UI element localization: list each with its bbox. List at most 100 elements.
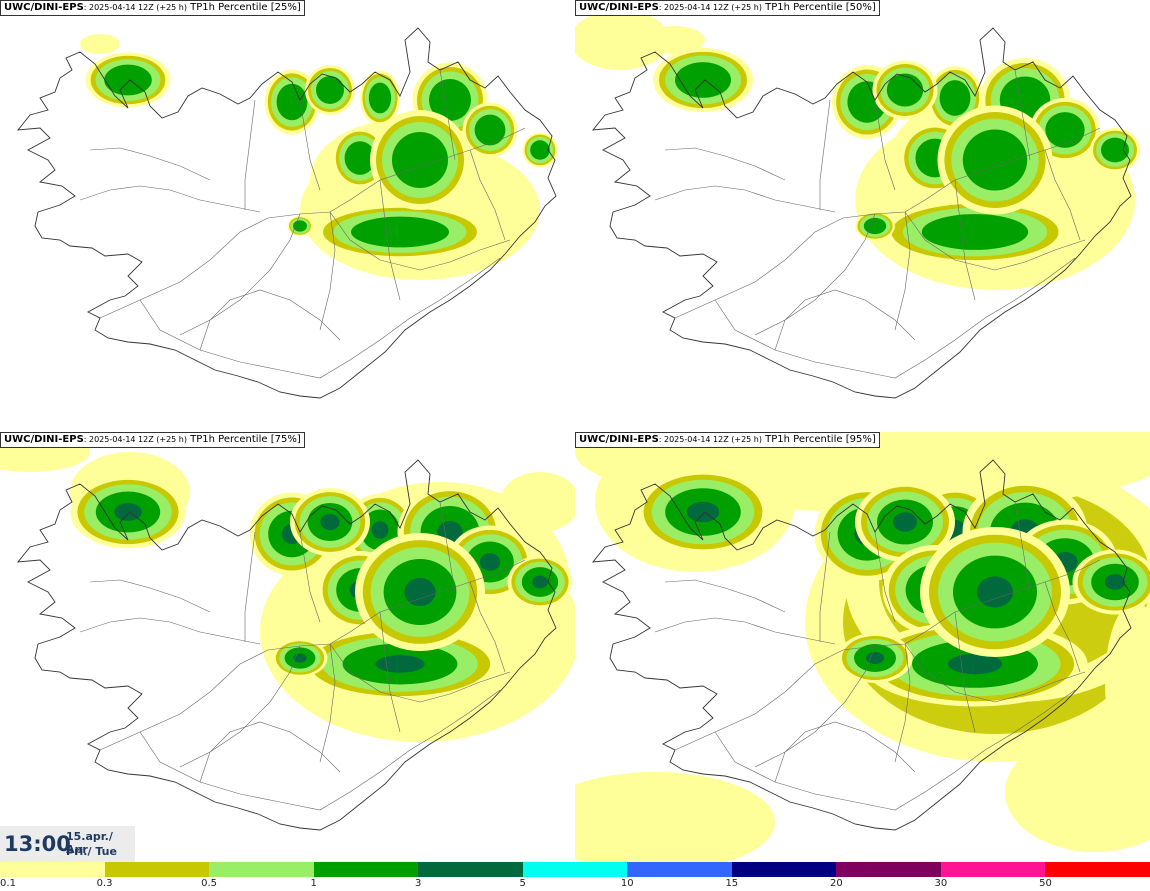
- precip-contour: [404, 577, 436, 607]
- precip-contour: [532, 575, 548, 589]
- precip-contour: [1101, 137, 1129, 163]
- precip-contour: [368, 82, 392, 114]
- road-line: [89, 579, 211, 613]
- precip-field: [80, 34, 558, 280]
- road-line: [894, 211, 911, 331]
- valid-weekday: Þri./ Tue: [66, 845, 117, 858]
- road-line: [244, 99, 256, 210]
- legend-tick: 0.3: [96, 878, 113, 889]
- precip-contour: [866, 652, 884, 664]
- road-line: [954, 179, 976, 301]
- legend-swatch: [1045, 862, 1150, 877]
- road-line: [819, 99, 831, 210]
- map-panel-75: UWC/DINI-EPS: 2025-04-14 12Z (+25 h) TP1…: [0, 432, 575, 864]
- road-line: [379, 179, 401, 301]
- precip-contour: [939, 80, 971, 116]
- precip-contour: [392, 132, 448, 188]
- road-line: [299, 531, 321, 623]
- road-line: [664, 579, 786, 613]
- road-line: [754, 645, 876, 768]
- precip-contour: [948, 653, 1002, 675]
- road-line: [874, 531, 896, 623]
- legend-swatch: [313, 862, 419, 877]
- road-line: [714, 257, 1076, 379]
- precip-contour: [316, 76, 344, 104]
- precip-contour: [675, 62, 731, 98]
- map-panel-25: UWC/DINI-EPS: 2025-04-14 12Z (+25 h) TP1…: [0, 0, 575, 432]
- precip-contour: [344, 141, 376, 175]
- precip-contour: [276, 83, 308, 121]
- road-line: [1044, 581, 1081, 673]
- legend-tick: 1: [310, 878, 317, 889]
- legend-swatch: [104, 862, 210, 877]
- road-line: [1014, 69, 1031, 161]
- precip-field: [575, 10, 1140, 290]
- precip-area: [575, 772, 775, 864]
- legend-tick: 3: [414, 878, 422, 889]
- road-line: [99, 631, 351, 751]
- precip-contour: [479, 553, 501, 571]
- road-line: [79, 185, 261, 213]
- precip-contour: [320, 513, 340, 531]
- panel-title: UWC/DINI-EPS: 2025-04-14 12Z (+25 h) TP1…: [0, 0, 305, 16]
- road-line: [674, 199, 926, 319]
- road-line: [244, 531, 256, 642]
- road-line: [774, 721, 916, 783]
- road-line: [139, 257, 501, 379]
- road-line: [904, 643, 1086, 703]
- legend-tick: 0.1: [0, 878, 16, 889]
- road-line: [904, 211, 1086, 271]
- road-line: [469, 581, 506, 673]
- map-25: [16, 27, 558, 399]
- valid-date: 15.apr./ Apr: [66, 830, 113, 856]
- road-line: [469, 149, 506, 241]
- precip-contour: [371, 521, 389, 539]
- road-line: [664, 147, 786, 181]
- road-line: [199, 289, 341, 351]
- road-line: [819, 531, 831, 642]
- precip-contour: [351, 216, 449, 248]
- precip-contour: [429, 79, 471, 121]
- road-line: [329, 643, 511, 703]
- road-line: [89, 147, 211, 181]
- legend-tick: 0.5: [201, 878, 218, 889]
- precip-contour: [977, 576, 1013, 608]
- road-line: [874, 99, 896, 191]
- road-line: [329, 211, 511, 271]
- precip-legend: 0.1 0.3 0.5 1 3 5 10 15 20 30 50: [0, 862, 1150, 891]
- legend-tick: 30: [934, 878, 948, 889]
- precip-contour: [893, 512, 917, 532]
- precip-contour: [293, 653, 307, 663]
- precip-area: [1005, 732, 1150, 852]
- road-line: [894, 643, 911, 763]
- road-line: [714, 689, 1076, 811]
- precip-field: [0, 432, 575, 742]
- road-line: [954, 611, 976, 733]
- road-line: [199, 721, 341, 783]
- legend-tick: 10: [620, 878, 634, 889]
- precip-contour: [375, 655, 425, 673]
- precip-contour: [530, 140, 550, 160]
- road-line: [1044, 149, 1081, 241]
- road-line: [179, 645, 301, 768]
- legend-swatch: [0, 862, 106, 877]
- iceland-outline: [16, 27, 557, 399]
- precip-area: [575, 10, 670, 70]
- panel-title: UWC/DINI-EPS: 2025-04-14 12Z (+25 h) TP1…: [575, 432, 880, 448]
- road-line: [379, 611, 401, 733]
- road-line: [1014, 501, 1031, 593]
- iceland-outline: [591, 459, 1132, 831]
- precip-contour: [962, 129, 1028, 191]
- precip-contour: [1104, 574, 1126, 590]
- iceland-outline: [16, 459, 557, 831]
- valid-time-box: 13:00 15.apr./ Apr Þri./ Tue: [0, 826, 135, 863]
- legend-tick: 5: [519, 878, 526, 889]
- precip-area: [645, 26, 705, 54]
- panel-title: UWC/DINI-EPS: 2025-04-14 12Z (+25 h) TP1…: [0, 432, 305, 448]
- road-line: [99, 199, 351, 319]
- precip-area: [80, 34, 120, 54]
- road-line: [654, 617, 836, 645]
- iceland-outline: [591, 27, 1132, 399]
- legend-swatch: [209, 862, 315, 877]
- map-panel-50: UWC/DINI-EPS: 2025-04-14 12Z (+25 h) TP1…: [575, 0, 1150, 432]
